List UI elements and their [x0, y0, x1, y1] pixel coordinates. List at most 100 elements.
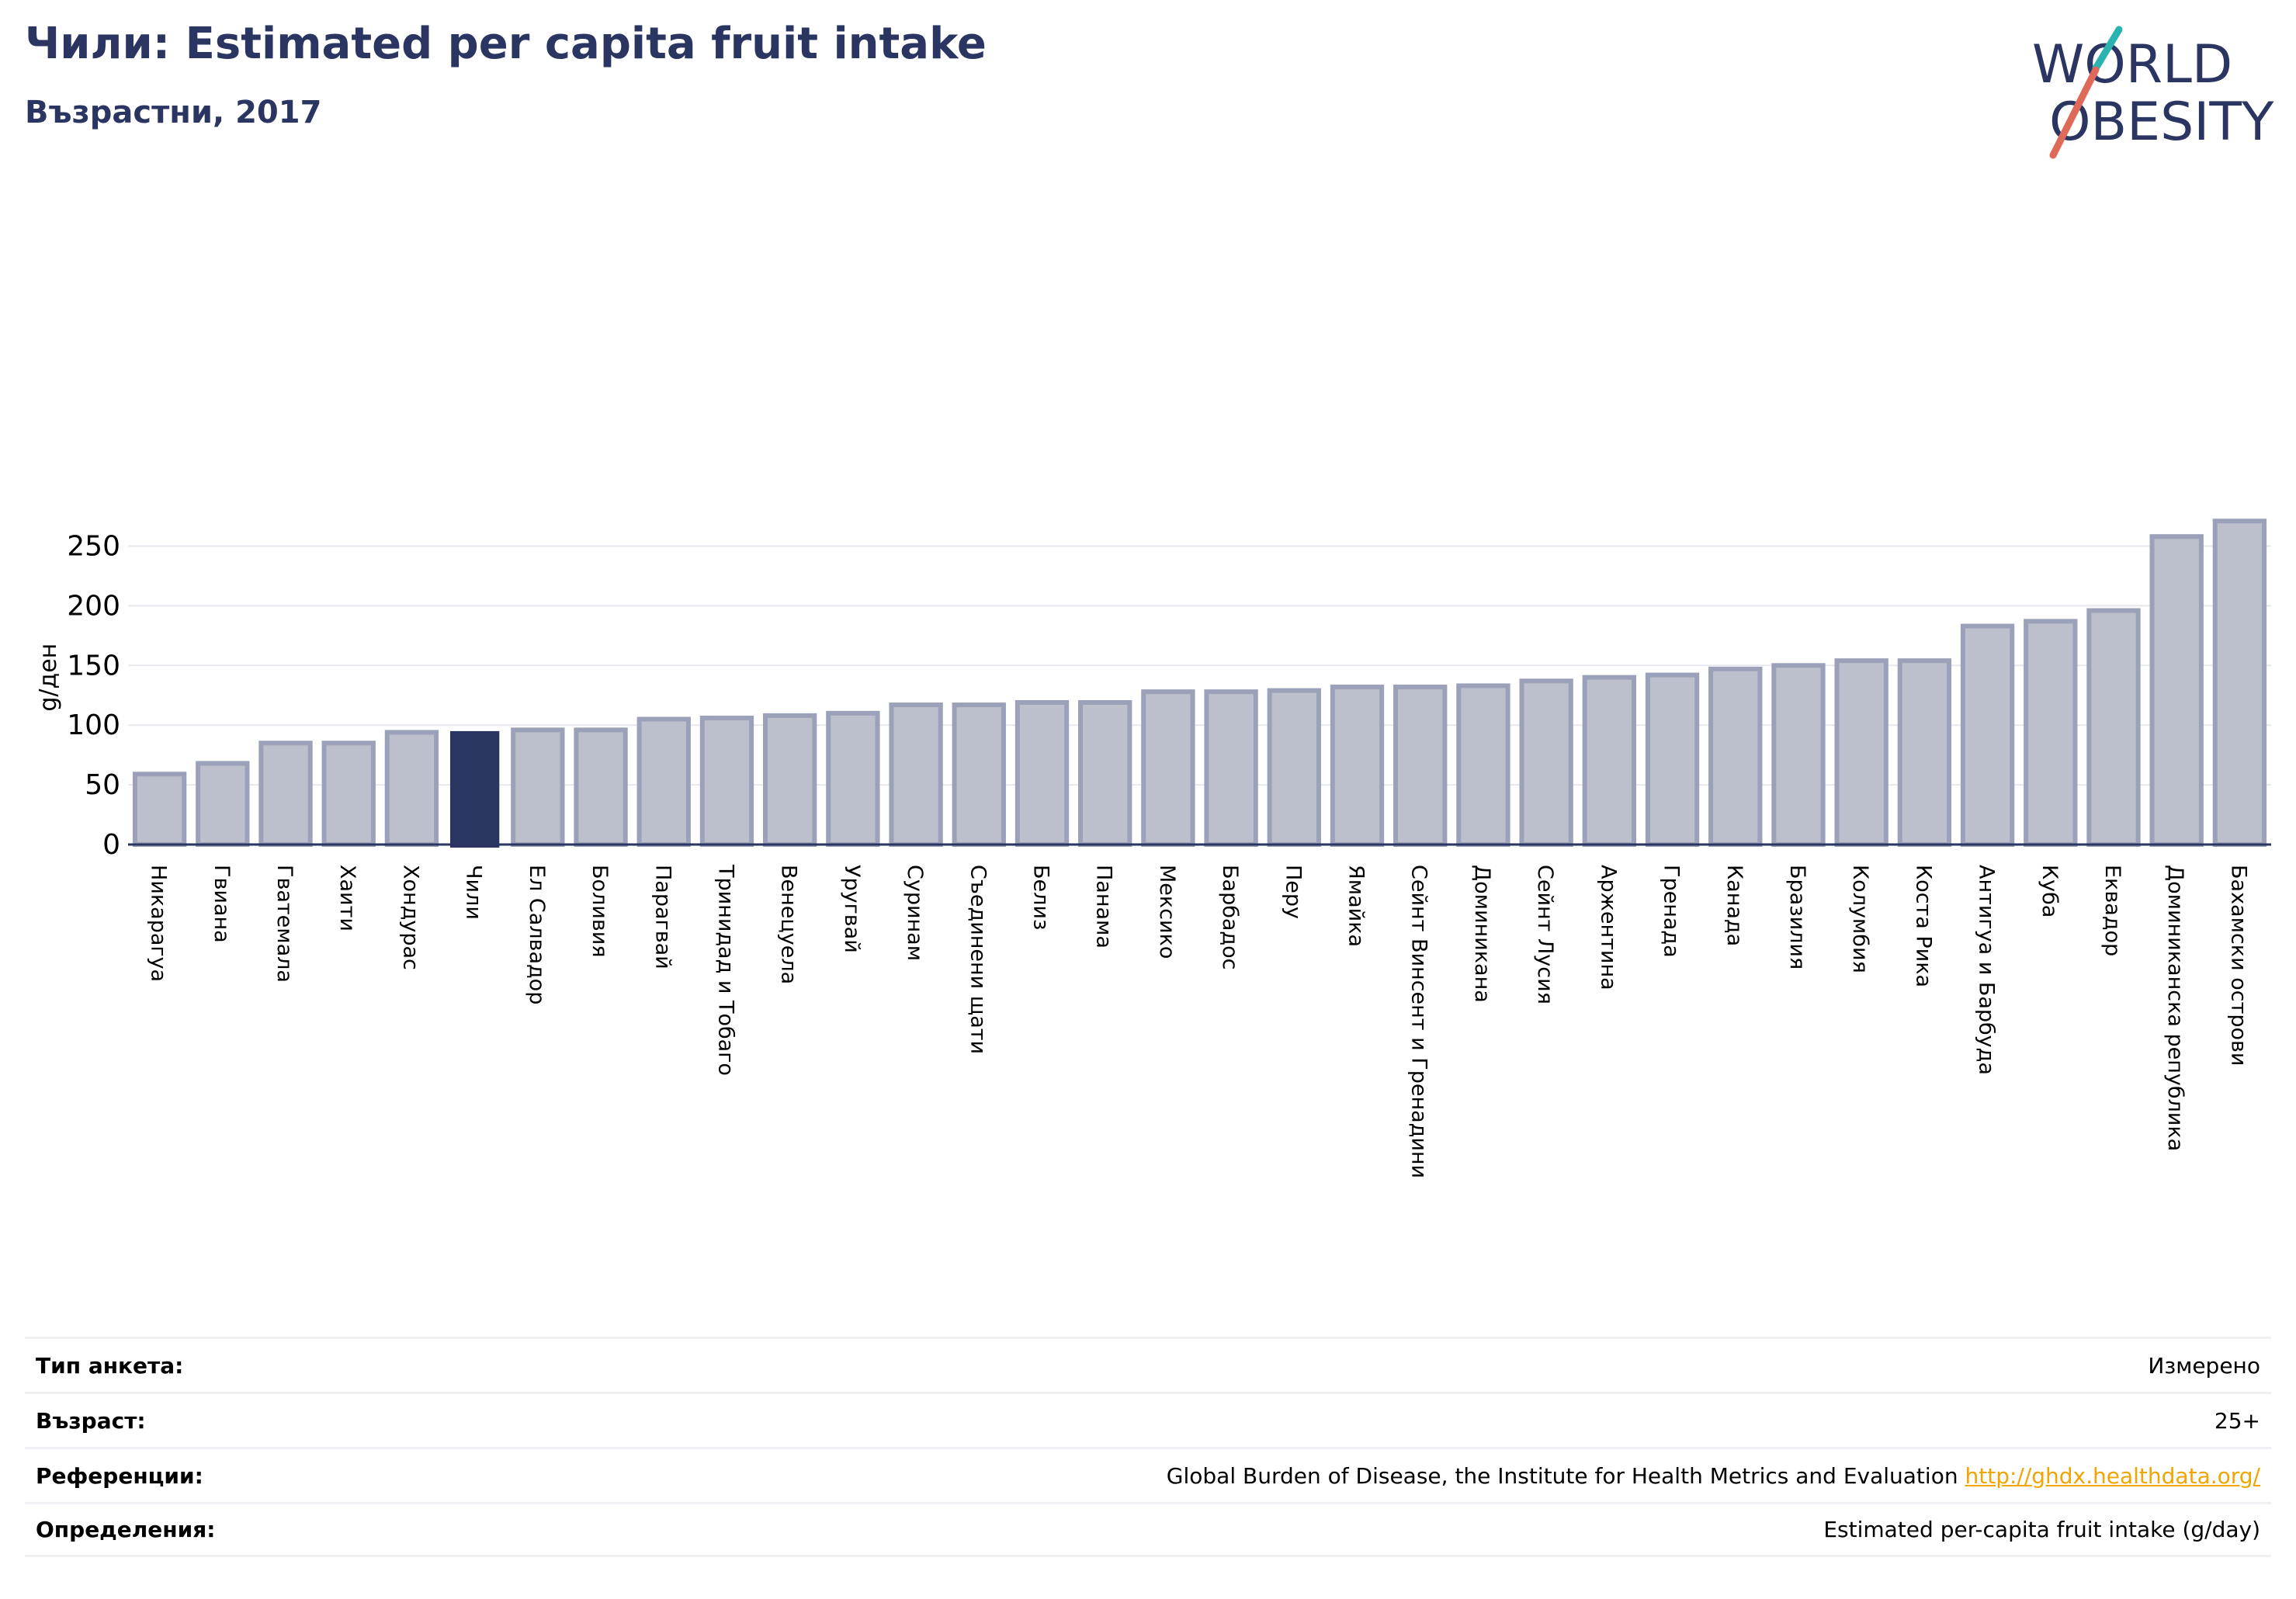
age-value: 25+ [2214, 1407, 2260, 1434]
y-tick-label: 150 [67, 650, 120, 682]
bar-11 [826, 710, 880, 847]
x-tick-label: Чили [462, 865, 486, 920]
info-table: Тип анкета: Измерено Възраст: 25+ Рефере… [25, 1337, 2271, 1557]
bar-6 [511, 727, 565, 847]
bar-7 [574, 727, 628, 847]
bar-9 [699, 715, 754, 847]
x-tick-label: Перу [1281, 865, 1305, 919]
y-tick-label: 100 [67, 709, 120, 741]
x-tick-label: Бахамски острови [2226, 865, 2250, 1066]
x-tick-label: Никарагуа [147, 865, 171, 982]
x-tick-label: Белиз [1028, 865, 1053, 930]
bar-31 [2086, 608, 2141, 847]
logo-slash-teal [2092, 26, 2123, 72]
references-value: Global Burden of Disease, the Institute … [1167, 1463, 2260, 1489]
definitions-label: Определения: [36, 1517, 216, 1542]
info-row-survey-type: Тип анкета: Измерено [25, 1337, 2271, 1392]
bars [132, 519, 2267, 848]
y-tick-label: 50 [85, 769, 120, 801]
x-tick-label: Тринидад и Тобаго [713, 864, 737, 1076]
bar-3 [321, 741, 376, 848]
info-row-age: Възраст: 25+ [25, 1392, 2271, 1447]
logo-line1: WORLD [2032, 34, 2232, 95]
logo-line2: OBESITY [2049, 92, 2274, 153]
bar-4 [384, 730, 439, 847]
age-label: Възраст: [36, 1407, 146, 1434]
bar-22 [1519, 678, 1573, 847]
references-link[interactable]: http://ghdx.healthdata.org/ [1965, 1462, 2260, 1489]
x-tick-label: Уругвай [840, 865, 864, 953]
references-label: Референции: [36, 1462, 203, 1489]
logo-slash-red [2049, 66, 2100, 159]
info-row-references: Референции: Global Burden of Disease, th… [25, 1447, 2271, 1502]
survey-type-label: Тип анкета: [36, 1352, 184, 1379]
x-tick-label: Гватемала [272, 865, 297, 983]
x-tick-label: Доминиканска република [2163, 865, 2187, 1151]
definitions-value: Estimated per-capita fruit intake (g/day… [1823, 1517, 2260, 1542]
y-axis-label: g/ден [35, 643, 62, 712]
info-row-definitions: Определения: Estimated per-capita fruit … [25, 1502, 2271, 1557]
bar-10 [762, 713, 817, 847]
bar-23 [1582, 675, 1637, 847]
bar-1 [196, 761, 250, 848]
x-tick-label: Боливия [588, 865, 612, 958]
y-tick-label: 250 [67, 531, 120, 563]
bar-26 [1771, 663, 1826, 847]
x-tick-label: Хондурас [398, 865, 422, 970]
bar-14 [1014, 699, 1070, 848]
x-tick-label: Ел Салвадор [525, 865, 549, 1004]
x-tick-label: Колумбия [1848, 865, 1872, 973]
bar-18 [1267, 688, 1321, 848]
y-axis-ticks: 0 50 100 150 200 250 [67, 531, 120, 862]
x-tick-label: Сейнт Винсент и Гренадини [1407, 865, 1431, 1178]
bar-28 [1897, 658, 1952, 848]
bar-17 [1204, 689, 1258, 847]
x-tick-label: Венецуела [777, 865, 801, 984]
x-tick-label: Ямайка [1344, 865, 1368, 947]
x-tick-label: Парагвай [650, 865, 675, 969]
bar-8 [636, 716, 691, 848]
bar-0 [132, 772, 187, 847]
x-tick-label: Еквадор [2100, 865, 2124, 956]
bar-13 [952, 702, 1006, 848]
bar-2 [258, 741, 313, 848]
bar-12 [889, 702, 943, 848]
bar-5 [449, 730, 500, 848]
bar-25 [1708, 666, 1763, 847]
bar-29 [1960, 623, 2015, 848]
x-tick-label: Канада [1722, 865, 1746, 946]
x-tick-label: Бразилия [1785, 865, 1809, 969]
chart-title: Чили: Estimated per capita fruit intake [25, 19, 987, 69]
x-tick-label: Барбадос [1218, 865, 1242, 969]
chart-subtitle: Възрастни, 2017 [25, 95, 322, 130]
x-tick-label: Съединени щати [966, 865, 990, 1054]
bar-27 [1834, 658, 1888, 848]
x-tick-label: Суринам [903, 865, 927, 961]
bar-24 [1645, 672, 1700, 847]
x-tick-label: Мексико [1155, 865, 1179, 959]
bar-32 [2149, 534, 2204, 847]
x-tick-label: Хаити [335, 865, 359, 931]
x-tick-label: Гренада [1660, 865, 1684, 958]
bar-21 [1456, 683, 1510, 847]
bar-16 [1141, 689, 1195, 847]
survey-type-value: Измерено [2148, 1352, 2260, 1379]
bar-15 [1078, 699, 1132, 848]
x-tick-label: Сейнт Лусия [1533, 865, 1557, 1004]
x-tick-label: Куба [2038, 865, 2062, 917]
x-tick-label: Доминикана [1470, 865, 1494, 1003]
x-axis-labels: Никарагуа Гвиана Гватемала Хаити Хондурас Чил… [147, 864, 2251, 1178]
references-text: Global Burden of Disease, the Institute … [1166, 1462, 1958, 1489]
world-obesity-logo: WORLD OBESITY [2032, 26, 2274, 159]
bar-19 [1330, 684, 1385, 848]
bar-20 [1393, 684, 1448, 848]
bar-33 [2212, 519, 2267, 848]
x-tick-label: Антигуа и Барбуда [1975, 865, 1999, 1075]
x-tick-label: Гвиана [210, 865, 234, 943]
y-tick-label: 200 [67, 590, 120, 622]
x-tick-label: Панама [1092, 865, 1116, 949]
bar-30 [2024, 619, 2078, 847]
x-tick-label: Аржентина [1596, 865, 1620, 990]
y-tick-label: 0 [102, 829, 120, 861]
x-tick-label: Коста Рика [1911, 865, 1935, 987]
